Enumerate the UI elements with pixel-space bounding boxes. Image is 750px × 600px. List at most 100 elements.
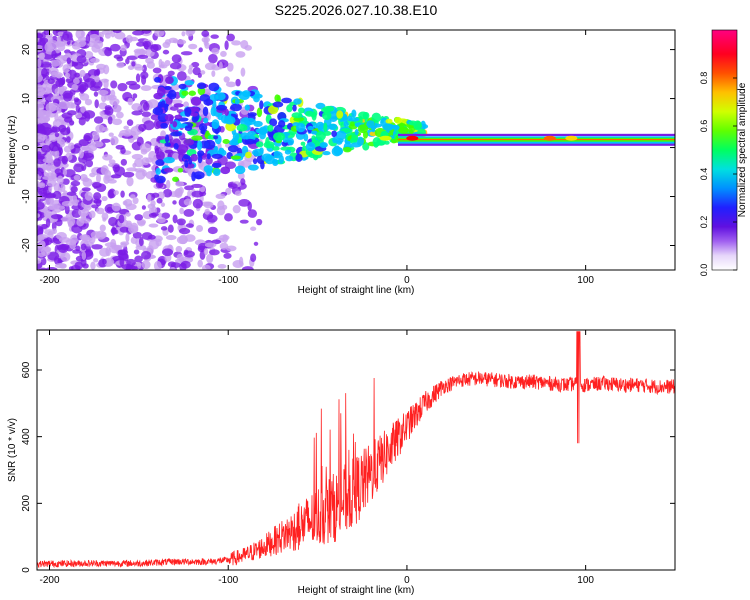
- colorbar-tick-label: 0.2: [699, 216, 709, 229]
- heatmap-cell: [240, 67, 246, 77]
- heatmap-cell: [46, 162, 52, 172]
- figure-title: S225.2026.027.10.38.E10: [275, 2, 438, 18]
- heatmap-cell: [43, 237, 53, 246]
- heatmap-cell: [161, 248, 174, 257]
- heatmap-cell: [185, 30, 194, 37]
- heatmap-cell: [95, 68, 101, 76]
- heatmap-cell: [57, 31, 65, 37]
- heatmap-cell: [104, 47, 112, 57]
- snr-y-ticks: 0 200 400 600: [21, 361, 675, 573]
- heatmap-cell: [68, 142, 75, 150]
- heatmap-cell: [120, 147, 126, 155]
- heatmap-cell: [85, 33, 91, 44]
- heatmap-cell: [134, 168, 145, 173]
- heatmap-cell: [157, 113, 169, 123]
- heatmap-cell: [140, 85, 152, 92]
- heatmap-cell: [155, 167, 162, 175]
- heatmap-cell: [66, 57, 72, 65]
- heatmap-cell: [206, 168, 212, 177]
- heatmap-cell: [206, 253, 214, 264]
- heatmap-cell: [155, 159, 165, 166]
- heatmap-cell: [133, 249, 140, 255]
- heatmap-cell: [48, 142, 61, 152]
- snr-frame: [36, 329, 676, 571]
- heatmap-cell: [132, 231, 142, 239]
- heatmap-y-ticks: -20 -10 0 10 20: [21, 44, 675, 253]
- heatmap-cell: [271, 146, 280, 151]
- heatmap-cell: [247, 164, 259, 171]
- heatmap-cell: [154, 148, 160, 155]
- heatmap-cell: [54, 263, 67, 269]
- heatmap-cell: [191, 183, 203, 189]
- heatmap-cells: [37, 30, 675, 270]
- heatmap-cell: [178, 227, 191, 235]
- heatmap-cell: [227, 183, 238, 189]
- heatmap-cell: [113, 104, 122, 113]
- heatmap-cell: [135, 73, 141, 83]
- heatmap-cell: [236, 124, 248, 132]
- heatmap-cell: [191, 171, 196, 182]
- heatmap-cell: [382, 123, 394, 131]
- heatmap-cell: [156, 217, 166, 224]
- heatmap-cell: [209, 93, 219, 102]
- heatmap-cell: [54, 132, 60, 138]
- heatmap-cell: [183, 138, 195, 146]
- heatmap-cell: [315, 102, 326, 110]
- heatmap-cell: [354, 128, 359, 136]
- heatmap-cell: [399, 122, 405, 132]
- heatmap-cell: [45, 267, 58, 270]
- heatmap-cell: [218, 147, 225, 155]
- heatmap-cell: [48, 203, 60, 210]
- heatmap-cell: [37, 258, 42, 264]
- heatmap-cell: [172, 214, 178, 224]
- heatmap-y-tick-label: -20: [21, 238, 32, 253]
- heatmap-cell: [169, 266, 176, 270]
- heatmap-cell: [101, 94, 107, 103]
- heatmap-x-tick-label: -200: [40, 275, 60, 286]
- heatmap-cell: [183, 101, 190, 108]
- heatmap-cell: [80, 243, 87, 251]
- heatmap-cell: [343, 121, 349, 128]
- heatmap-cell: [224, 40, 229, 51]
- heatmap-cell: [349, 117, 360, 122]
- heatmap-band: [397, 138, 675, 142]
- heatmap-cell: [142, 102, 150, 112]
- heatmap-cell: [164, 103, 169, 113]
- heatmap-cell: [197, 245, 206, 253]
- heatmap-cell: [80, 30, 86, 37]
- heatmap-cell: [134, 255, 143, 263]
- heatmap-cell: [48, 67, 59, 76]
- heatmap-cell: [40, 246, 51, 257]
- heatmap-cell: [225, 81, 237, 88]
- heatmap-cell: [160, 122, 168, 129]
- heatmap-cell: [132, 197, 139, 205]
- heatmap-cell: [54, 88, 61, 95]
- heatmap-cell: [101, 212, 109, 221]
- heatmap-cell: [60, 251, 71, 262]
- heatmap-cell: [37, 69, 40, 76]
- heatmap-cell: [134, 66, 145, 71]
- heatmap-cell: [120, 241, 130, 246]
- heatmap-cell: [108, 216, 118, 227]
- heatmap-cell: [51, 50, 57, 59]
- heatmap-cell: [101, 138, 111, 143]
- heatmap-cell: [213, 135, 219, 140]
- heatmap-cell: [111, 226, 116, 236]
- heatmap-cell: [222, 139, 230, 144]
- heatmap-cell: [37, 133, 43, 139]
- heatmap-cell: [379, 135, 392, 141]
- heatmap-cell: [240, 132, 249, 140]
- heatmap-cell: [206, 214, 218, 223]
- heatmap-cell: [122, 200, 128, 206]
- heatmap-y-label: Frequency (Hz): [7, 116, 18, 185]
- heatmap-cell: [256, 218, 263, 226]
- heatmap-cell: [37, 109, 44, 119]
- heatmap-cell: [95, 124, 105, 133]
- heatmap-cell: [101, 196, 108, 202]
- heatmap-cell: [64, 72, 71, 78]
- heatmap-cell: [175, 181, 185, 187]
- heatmap-cell: [543, 135, 556, 141]
- heatmap-cell: [89, 210, 96, 219]
- heatmap-cell: [119, 257, 125, 267]
